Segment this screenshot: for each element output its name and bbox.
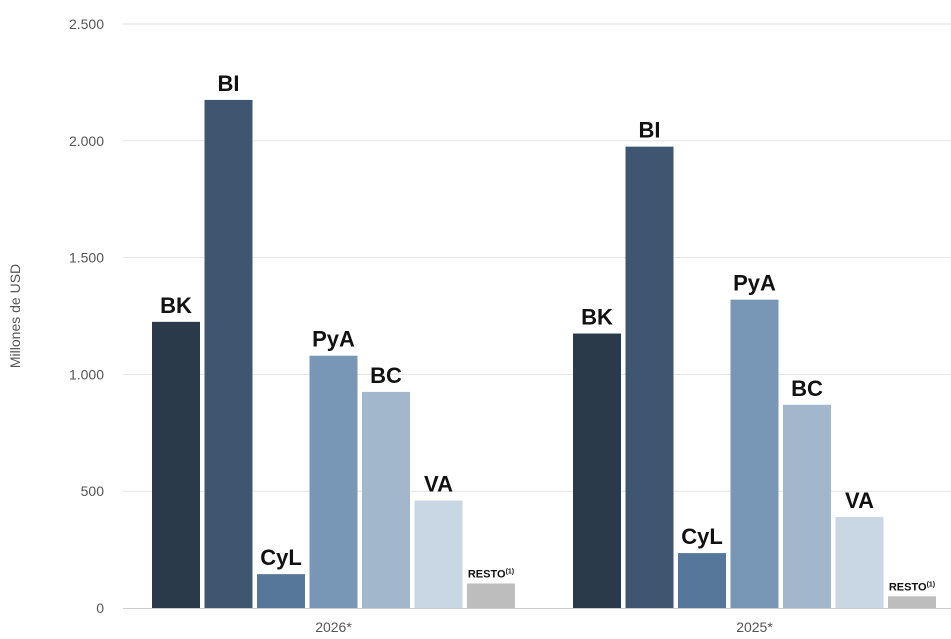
bar-label-bc: BC — [791, 376, 823, 401]
bar-label-bk: BK — [160, 293, 192, 318]
category-labels: 2026* 2025* — [315, 619, 773, 635]
y-tick-label: 2.000 — [69, 133, 104, 149]
bar-pya-2026 — [309, 355, 358, 608]
bar-label-bc: BC — [370, 363, 402, 388]
bar-label-cyl: CyL — [681, 524, 723, 549]
bar-label-superscript: (1) — [927, 581, 936, 588]
y-tick-label: 500 — [81, 483, 105, 499]
bar-resto-2026 — [467, 583, 515, 608]
x-category-label: 2026* — [315, 619, 352, 635]
bar-label-bi: BI — [639, 118, 661, 143]
y-tick-label: 2.500 — [69, 16, 104, 32]
bars — [152, 99, 936, 609]
bar-va-2026 — [414, 500, 463, 608]
bar-bc-2026 — [362, 391, 410, 608]
bar-label-pya: PyA — [733, 271, 776, 296]
bar-bk-2026 — [152, 321, 200, 608]
bar-bk-2025 — [573, 333, 621, 608]
bar-label-bi: BI — [218, 71, 240, 96]
bar-label-cyl: CyL — [260, 545, 302, 570]
bar-label-va: VA — [845, 488, 874, 513]
y-tick-label: 0 — [96, 600, 104, 616]
bar-bi-2025 — [625, 146, 674, 608]
bar-label-resto: RESTO(1) — [468, 568, 514, 580]
bar-label-pya: PyA — [312, 327, 355, 352]
bar-cyl-2025 — [678, 553, 726, 608]
y-axis-label: Millones de USD — [7, 264, 23, 368]
bar-bc-2025 — [783, 404, 831, 608]
bar-cyl-2026 — [257, 574, 305, 608]
bar-bi-2026 — [204, 99, 253, 609]
bar-va-2025 — [835, 516, 884, 608]
bar-pya-2025 — [730, 299, 779, 608]
bar-label-resto: RESTO(1) — [889, 581, 935, 593]
bar-labels: BK BI CyL PyA BC VA RESTO(1) BK BI CyL PyA BC VA REST… — [160, 71, 935, 593]
y-tick-label: 1.500 — [69, 250, 104, 266]
bar-label-superscript: (1) — [506, 568, 515, 575]
x-category-label: 2025* — [736, 619, 773, 635]
y-axis-ticks: 0 500 1.000 1.500 2.000 2.500 — [69, 16, 104, 616]
bar-resto-2025 — [888, 596, 936, 608]
bar-label-bk: BK — [581, 305, 613, 330]
bar-label-va: VA — [424, 472, 453, 497]
y-tick-label: 1.000 — [69, 366, 104, 382]
